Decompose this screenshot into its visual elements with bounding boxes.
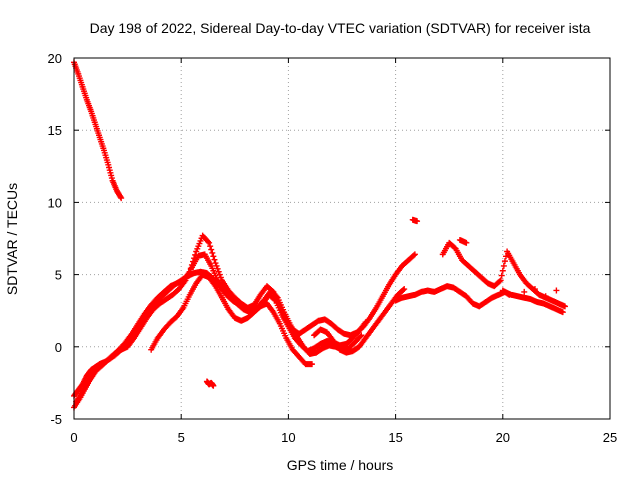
data-point bbox=[463, 239, 470, 246]
data-point bbox=[559, 309, 566, 316]
chart-title: Day 198 of 2022, Sidereal Day-to-day VTE… bbox=[90, 20, 591, 36]
x-axis-label: GPS time / hours bbox=[287, 457, 394, 473]
data-point bbox=[205, 238, 211, 245]
y-tick-label: 20 bbox=[48, 51, 62, 66]
x-tick-label: 5 bbox=[178, 430, 185, 445]
data-point bbox=[212, 260, 219, 267]
data-point bbox=[208, 246, 215, 253]
series-arc-ramp-start bbox=[71, 359, 108, 399]
data-point bbox=[216, 271, 223, 278]
y-tick-label: -5 bbox=[50, 412, 62, 427]
y-tick-label: 15 bbox=[48, 123, 62, 138]
data-point bbox=[542, 293, 549, 300]
data-point bbox=[498, 272, 505, 279]
plot-frame bbox=[73, 57, 611, 420]
x-tick-label: 25 bbox=[603, 430, 617, 445]
data-point bbox=[531, 286, 538, 293]
data-point bbox=[207, 243, 214, 250]
series-arc-scatter-a bbox=[409, 216, 560, 300]
data-point bbox=[400, 287, 407, 294]
data-point bbox=[499, 267, 506, 274]
y-tick-label: 0 bbox=[55, 340, 62, 355]
data-point bbox=[358, 332, 365, 339]
data-point bbox=[209, 249, 216, 256]
data-point bbox=[410, 252, 417, 259]
series-arc-midday-low bbox=[148, 271, 315, 368]
data-point bbox=[362, 319, 369, 326]
data-point bbox=[500, 262, 507, 269]
x-tick-label: 20 bbox=[496, 430, 510, 445]
data-point bbox=[561, 303, 568, 310]
x-tick-label: 15 bbox=[388, 430, 402, 445]
data-point bbox=[414, 218, 421, 225]
data-point bbox=[214, 265, 221, 272]
data-point bbox=[496, 278, 503, 285]
series-arc-early-high bbox=[71, 59, 125, 202]
data-markers bbox=[71, 59, 568, 411]
data-point bbox=[553, 287, 560, 294]
data-point bbox=[506, 291, 513, 298]
x-tick-label: 10 bbox=[281, 430, 295, 445]
x-tick-label: 0 bbox=[70, 430, 77, 445]
data-point bbox=[411, 251, 418, 258]
data-point bbox=[206, 239, 213, 246]
data-point bbox=[401, 286, 408, 293]
data-point bbox=[273, 293, 280, 300]
data-point bbox=[308, 361, 315, 368]
y-axis-label: SDTVAR / TECUs bbox=[4, 183, 20, 295]
data-point bbox=[213, 262, 220, 269]
data-point bbox=[210, 253, 217, 260]
data-point bbox=[501, 258, 508, 265]
data-point bbox=[521, 288, 528, 295]
data-point bbox=[357, 333, 364, 340]
data-point bbox=[211, 256, 218, 263]
data-point bbox=[101, 359, 108, 366]
axes: 0 5 10 15 20 25 -5 0 5 10 15 20 bbox=[48, 51, 618, 445]
data-point bbox=[505, 291, 512, 298]
series-arc-scatter-b bbox=[203, 378, 217, 389]
data-point bbox=[117, 193, 124, 200]
y-tick-label: 5 bbox=[55, 268, 62, 283]
y-tick-label: 10 bbox=[48, 195, 62, 210]
data-point bbox=[118, 195, 125, 202]
data-point bbox=[497, 277, 504, 284]
data-point bbox=[210, 382, 217, 389]
series-arc-lowband bbox=[311, 286, 408, 356]
data-point bbox=[215, 268, 222, 275]
